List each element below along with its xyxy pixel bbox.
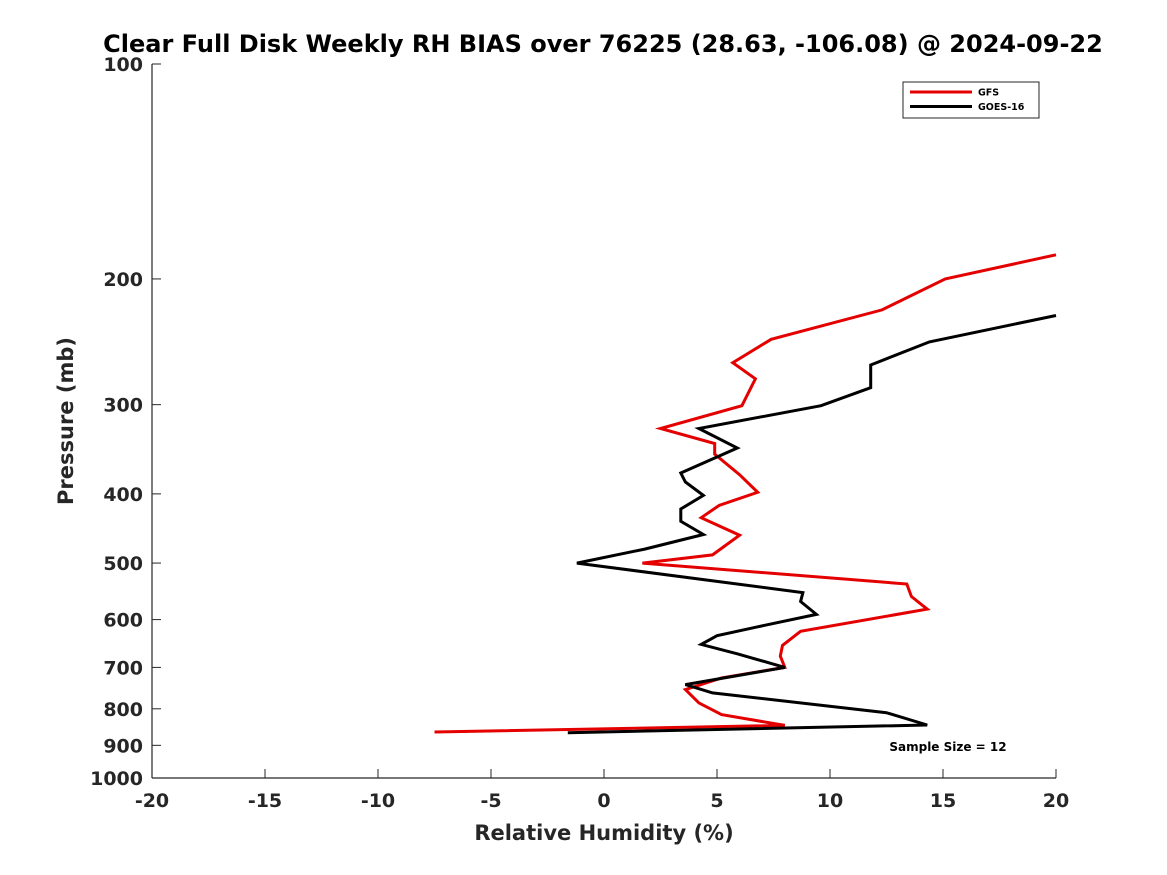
- x-tick-label: 5: [710, 790, 723, 812]
- x-tick-label: 20: [1043, 790, 1069, 812]
- legend-box: [902, 81, 1040, 119]
- y-tick-label: 400: [103, 484, 143, 506]
- series-line-gfs: [434, 253, 1057, 734]
- legend-label: GOES-16: [978, 102, 1025, 113]
- legend-label: GFS: [978, 88, 999, 99]
- plot-lines: [434, 253, 1057, 735]
- x-tick-label: -5: [480, 790, 501, 812]
- x-tick-label: -15: [248, 790, 282, 812]
- axes: -20 -15 -10 -5 0 5 10 15 20 100 200 300 400 500 600 700…: [90, 54, 1069, 812]
- y-tick-label: 700: [103, 657, 143, 679]
- series-line-goes-16: [567, 314, 1057, 735]
- y-tick-label: 500: [103, 553, 143, 575]
- x-tick-label: 15: [930, 790, 956, 812]
- x-tick-label: -10: [361, 790, 395, 812]
- y-tick-label: 600: [103, 610, 143, 632]
- legend: GFS GOES-16: [902, 81, 1040, 119]
- y-axis-label: Pressure (mb): [54, 337, 78, 505]
- x-axis-label: Relative Humidity (%): [474, 821, 733, 845]
- x-tick-label: 0: [597, 790, 610, 812]
- x-tick-label: -20: [135, 790, 169, 812]
- y-tick-label: 100: [103, 54, 143, 76]
- y-tick-label: 1000: [90, 768, 143, 790]
- y-tick-label: 800: [103, 699, 143, 721]
- y-tick-label: 200: [103, 269, 143, 291]
- chart-title: Clear Full Disk Weekly RH BIAS over 7622…: [103, 30, 1103, 58]
- x-tick-label: 10: [817, 790, 843, 812]
- sample-size-annotation: Sample Size = 12: [889, 740, 1006, 754]
- y-tick-label: 900: [103, 735, 143, 757]
- y-tick-label: 300: [103, 395, 143, 417]
